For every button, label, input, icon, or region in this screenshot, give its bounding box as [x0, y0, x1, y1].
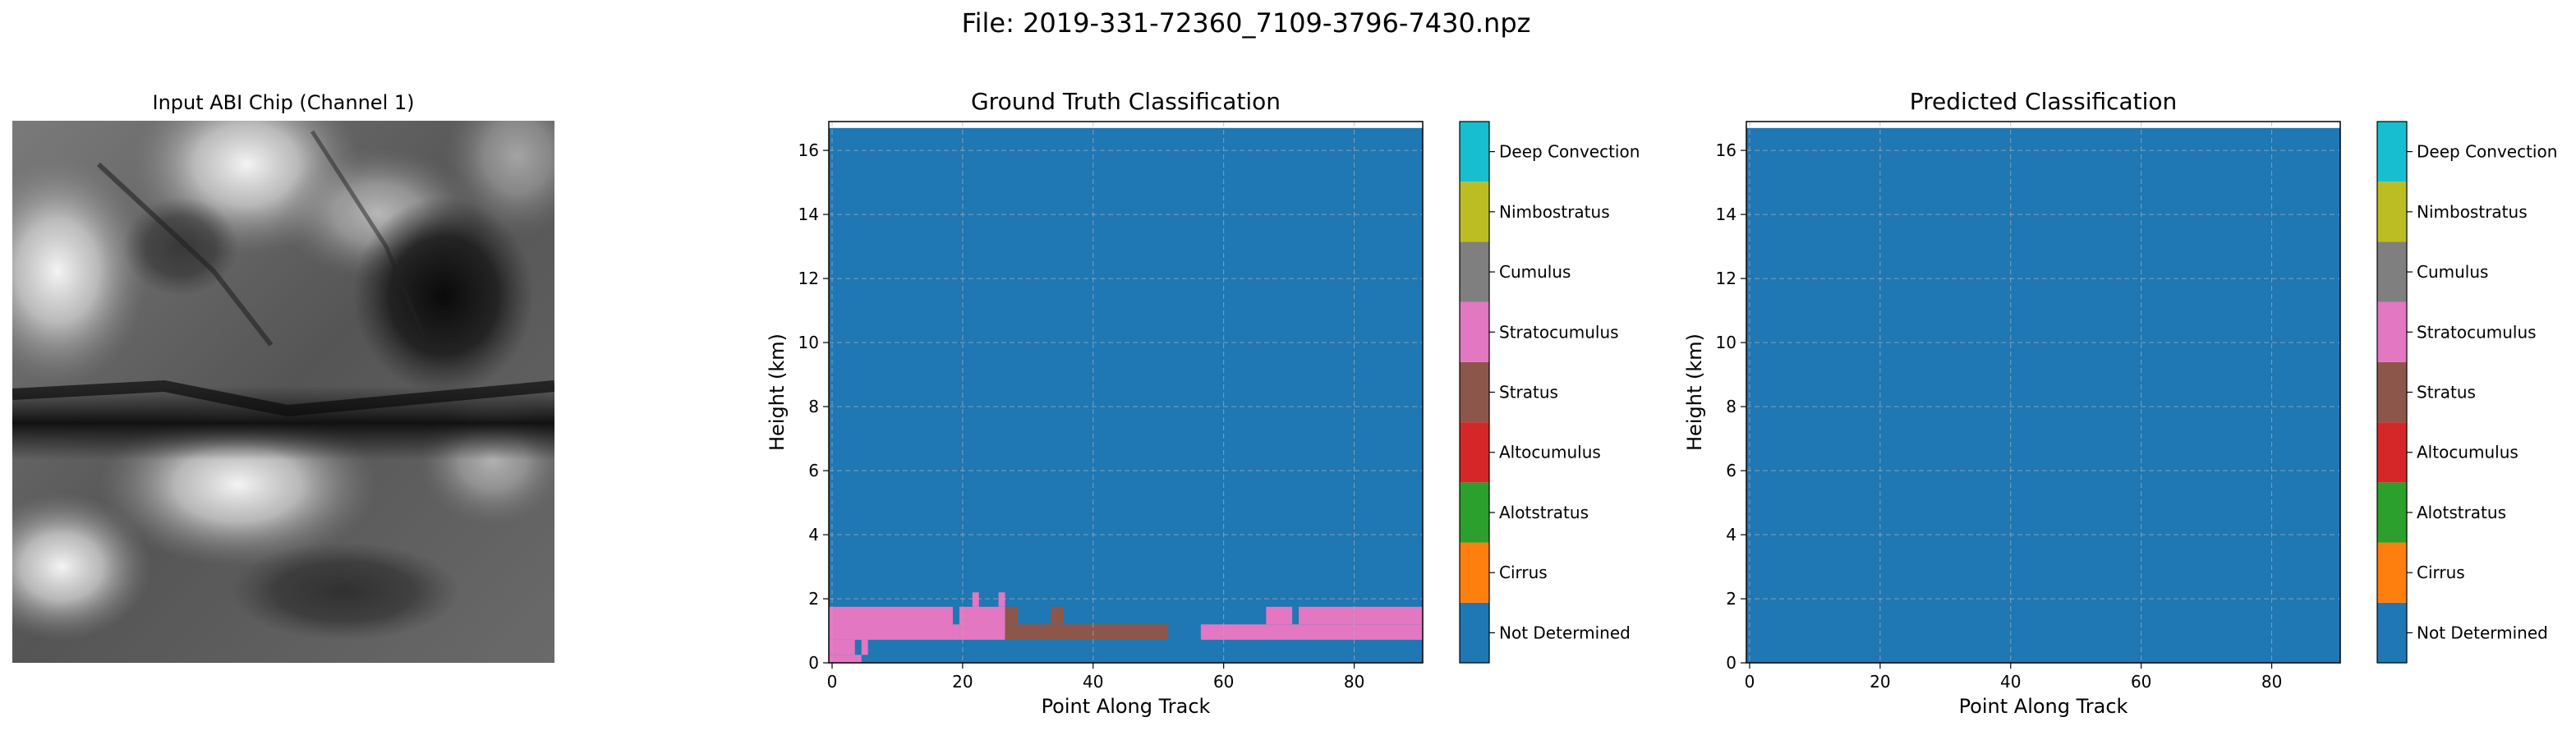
- y-tick-label: 0: [808, 653, 819, 673]
- x-tick-label: 0: [827, 672, 838, 692]
- ground-truth-panel: Ground Truth Classification 0 20 40 60 80 0 2 4 6…: [766, 88, 1640, 718]
- y-tick-label: 6: [808, 461, 819, 480]
- y-tick-label: 14: [1716, 205, 1736, 224]
- colorbar-label: Altocumulus: [2417, 443, 2518, 462]
- x-tick-label: 0: [1745, 672, 1755, 692]
- colorbar-label: Altocumulus: [1499, 443, 1601, 462]
- class-region: [1266, 606, 1293, 625]
- y-axis-label: Height (km): [766, 333, 789, 451]
- colorbar-frame: [1459, 121, 1490, 664]
- y-tick-label: 12: [798, 269, 819, 288]
- input-chip-title: Input ABI Chip (Channel 1): [152, 91, 414, 114]
- colorbar-segment: [1460, 301, 1489, 362]
- x-tick-label: 20: [1870, 672, 1890, 692]
- x-axis-label: Point Along Track: [1042, 695, 1211, 718]
- input-chip-image: [12, 121, 554, 663]
- class-region: [952, 624, 959, 640]
- colorbar-frame: [2376, 121, 2408, 664]
- colorbar-segment: [2377, 122, 2407, 182]
- colorbar-segment: [1460, 482, 1489, 543]
- input-chip-panel: Input ABI Chip (Channel 1): [12, 91, 554, 663]
- colorbar-label: Cirrus: [1499, 563, 1548, 582]
- x-tick-label: 60: [1213, 672, 1234, 692]
- y-tick-label: 10: [798, 333, 819, 352]
- colorbar-segment: [1460, 182, 1489, 242]
- class-region: [1200, 624, 1423, 640]
- colorbar-segment: [1460, 241, 1489, 302]
- colorbar-label: Stratus: [1499, 383, 1558, 402]
- y-tick-label: 2: [1726, 589, 1736, 609]
- colorbar-label: Stratocumulus: [2417, 322, 2537, 342]
- figure-title: File: 2019-331-72360_7109-3796-7430.npz: [962, 7, 1531, 39]
- colorbar-segment: [2377, 241, 2407, 302]
- colorbar-segment: [2377, 602, 2407, 663]
- x-tick-label: 80: [2261, 672, 2282, 692]
- y-tick-label: 8: [1726, 397, 1736, 416]
- colorbar-label: Nimbostratus: [1499, 202, 1610, 222]
- colorbar-label: Deep Convection: [1499, 142, 1640, 162]
- heatmap-background: [1746, 127, 2340, 663]
- y-tick-label: 10: [1716, 333, 1736, 352]
- x-axis-label: Point Along Track: [1959, 695, 2128, 718]
- colorbar-segment: [2377, 422, 2407, 483]
- class-region: [972, 592, 979, 607]
- colorbar-label: Alotstratus: [2417, 503, 2506, 522]
- colorbar-label: Alotstratus: [1499, 503, 1589, 522]
- colorbar-label: Not Determined: [2417, 623, 2548, 642]
- class-region: [829, 606, 953, 640]
- colorbar-segment: [2377, 482, 2407, 543]
- colorbar-label: Cumulus: [2417, 262, 2488, 282]
- y-tick-label: 0: [1726, 653, 1736, 673]
- x-tick-label: 40: [2000, 672, 2021, 692]
- x-tick-label: 80: [1344, 672, 1364, 692]
- colorbar-label: Deep Convection: [2417, 142, 2557, 162]
- plot-frame: [828, 121, 1424, 664]
- panel-title: Ground Truth Classification: [971, 88, 1281, 115]
- class-region: [829, 655, 862, 663]
- x-tick-label: 60: [2131, 672, 2151, 692]
- colorbar-segment: [1460, 122, 1489, 182]
- colorbar-segment: [1460, 542, 1489, 603]
- y-tick-label: 8: [808, 397, 819, 416]
- y-tick-label: 4: [808, 525, 819, 545]
- plot-frame: [1746, 121, 2341, 664]
- colorbar-label: Cumulus: [1499, 262, 1571, 282]
- y-tick-label: 2: [808, 589, 819, 609]
- panel-title: Predicted Classification: [1910, 88, 2178, 115]
- x-tick-label: 40: [1083, 672, 1103, 692]
- class-region: [1299, 606, 1423, 625]
- class-region: [1051, 606, 1065, 625]
- colorbar-segment: [1460, 361, 1489, 423]
- colorbar-segment: [1460, 422, 1489, 483]
- colorbar-label: Stratocumulus: [1499, 322, 1619, 342]
- x-tick-label: 20: [952, 672, 973, 692]
- colorbar-segment: [2377, 301, 2407, 362]
- colorbar-label: Cirrus: [2417, 563, 2465, 582]
- colorbar-segment: [2377, 361, 2407, 423]
- colorbar-segment: [2377, 542, 2407, 603]
- colorbar-label: Stratus: [2417, 383, 2476, 402]
- colorbar-label: Nimbostratus: [2417, 202, 2528, 222]
- y-tick-label: 14: [798, 205, 819, 224]
- class-region: [959, 606, 1005, 640]
- class-region: [829, 639, 855, 655]
- class-region: [1005, 606, 1019, 625]
- class-region: [1005, 624, 1169, 640]
- y-tick-label: 6: [1726, 461, 1736, 480]
- heatmap-background: [829, 127, 1423, 663]
- y-axis-label: Height (km): [1683, 333, 1706, 451]
- predicted-panel: Predicted Classification 0 20 40 60 80 0 2 4 6 8 10…: [1683, 88, 2557, 718]
- colorbar-segment: [2377, 182, 2407, 242]
- class-region: [998, 592, 1005, 607]
- y-tick-label: 16: [1716, 140, 1736, 160]
- colorbar-label: Not Determined: [1499, 623, 1631, 642]
- class-region: [861, 639, 868, 655]
- colorbar-segment: [1460, 602, 1489, 663]
- y-tick-label: 12: [1716, 269, 1736, 288]
- y-tick-label: 16: [798, 140, 819, 160]
- y-tick-label: 4: [1726, 525, 1736, 545]
